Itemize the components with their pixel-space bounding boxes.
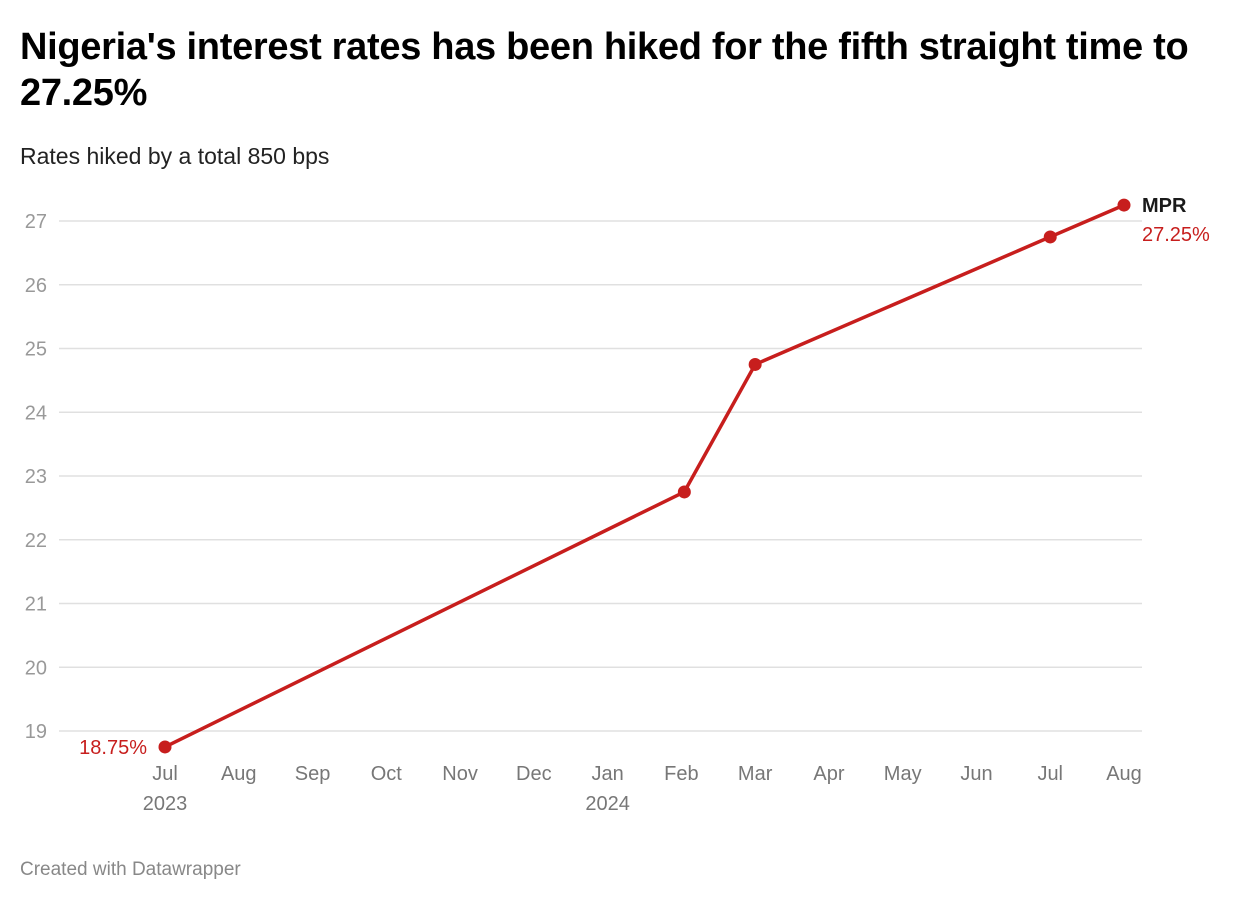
x-tick-year-label: 2024 [585, 793, 630, 815]
x-tick-label: Nov [442, 763, 478, 785]
y-tick-label: 20 [25, 657, 47, 679]
y-tick-label: 25 [25, 339, 47, 361]
data-point [1043, 230, 1057, 244]
x-tick-label: Jan [591, 763, 623, 785]
x-tick-label: Jul [152, 763, 178, 785]
x-tick-label: May [884, 763, 922, 785]
x-tick-label: Sep [295, 763, 331, 785]
x-tick-label: Aug [1106, 763, 1142, 785]
y-tick-label: 23 [25, 466, 47, 488]
series-name-label: MPR [1142, 195, 1187, 217]
y-tick-label: 22 [25, 530, 47, 552]
y-axis-ticks: 19 20 21 22 23 24 25 26 27 [25, 211, 47, 743]
data-point [158, 740, 172, 754]
y-tick-label: 21 [25, 594, 47, 616]
annotations: 18.75% MPR 27.25% [79, 195, 1210, 759]
series-mpr [158, 198, 1131, 754]
x-tick-label: Apr [813, 763, 844, 785]
end-value-label: 27.25% [1142, 224, 1210, 246]
chart-subtitle: Rates hiked by a total 850 bps [20, 143, 330, 169]
y-tick-label: 19 [25, 721, 47, 743]
x-tick-label: Aug [221, 763, 257, 785]
x-tick-label: Jun [960, 763, 992, 785]
y-tick-label: 24 [25, 402, 47, 424]
x-tick-label: Mar [738, 763, 773, 785]
data-point [677, 485, 691, 499]
chart-title: Nigeria's interest rates has been hiked … [20, 26, 1189, 114]
gridlines [59, 220, 1142, 732]
start-value-label: 18.75% [79, 737, 147, 759]
y-tick-label: 26 [25, 275, 47, 297]
data-point [748, 357, 762, 371]
x-tick-label: Jul [1037, 763, 1063, 785]
footer-credit: Created with Datawrapper [20, 859, 241, 880]
x-axis-ticks: Jul 2023 Aug Sep Oct Nov Dec Jan 2024 Feb Mar Apr Ma… [143, 763, 1142, 815]
x-tick-label: Oct [371, 763, 403, 785]
x-tick-year-label: 2023 [143, 793, 188, 815]
x-tick-label: Feb [664, 763, 698, 785]
x-tick-label: Dec [516, 763, 552, 785]
y-tick-label: 27 [25, 211, 47, 233]
data-point [1117, 198, 1131, 212]
